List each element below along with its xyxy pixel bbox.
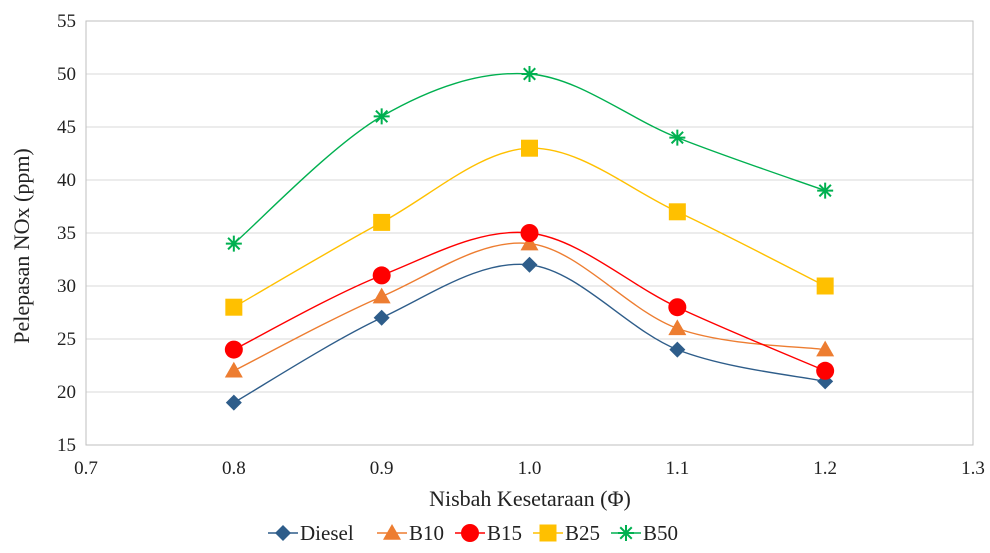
data-point-b50 xyxy=(521,66,538,82)
legend-label: B10 xyxy=(409,521,444,545)
data-point-b25 xyxy=(225,298,243,316)
legend: Diesel B10 B15 B25 B50 xyxy=(268,521,678,545)
plot-frame xyxy=(85,20,974,446)
x-tick-label: 1.3 xyxy=(961,458,985,479)
data-point-b15 xyxy=(224,340,243,359)
legend-label: Diesel xyxy=(300,521,354,545)
y-tick-label: 35 xyxy=(57,223,76,244)
y-tick-label: 15 xyxy=(57,435,76,456)
series-diesel xyxy=(225,256,834,411)
data-point-b10 xyxy=(816,340,835,357)
data-point-b15 xyxy=(372,266,391,285)
series-b50 xyxy=(225,66,834,252)
x-axis-title: Nisbah Kesetaraan (Φ) xyxy=(429,486,631,511)
y-tick-label: 55 xyxy=(57,11,76,32)
legend-marker-b15 xyxy=(461,524,479,542)
x-tick-label: 0.9 xyxy=(370,458,394,479)
legend-label: B25 xyxy=(565,521,600,545)
x-tick-label: 1.2 xyxy=(813,458,837,479)
legend-entry-b25: B25 xyxy=(533,521,600,545)
legend-label: B15 xyxy=(487,521,522,545)
data-point-b50 xyxy=(669,129,686,146)
data-point-b25 xyxy=(668,203,686,221)
tick-labels: 15 20 25 30 35 40 45 50 55 0.7 0.8 0.9 1.0 1.1 1.2 1.3 xyxy=(57,11,985,479)
legend-marker-b10 xyxy=(383,524,401,540)
x-tick-label: 1.1 xyxy=(665,458,689,479)
legend-entry-b50: B50 xyxy=(611,521,678,545)
y-axis-title: Pelepasan NOx (ppm) xyxy=(9,148,34,344)
series-b25 xyxy=(225,139,834,316)
legend-entry-b10: B10 xyxy=(377,521,444,545)
series-line-b50 xyxy=(233,72,826,245)
x-tick-label: 0.7 xyxy=(74,458,98,479)
data-point-diesel xyxy=(225,394,242,411)
legend-entry-diesel: Diesel xyxy=(268,521,354,545)
data-series xyxy=(224,66,835,411)
legend-marker-diesel xyxy=(275,525,291,541)
data-point-b50 xyxy=(817,182,834,199)
data-point-b15 xyxy=(816,361,835,380)
data-point-diesel xyxy=(373,309,390,326)
y-tick-label: 45 xyxy=(57,117,76,138)
data-point-diesel xyxy=(669,341,686,358)
data-point-b10 xyxy=(372,287,391,304)
data-point-b50 xyxy=(225,235,242,252)
legend-entry-b15: B15 xyxy=(455,521,522,545)
data-point-b25 xyxy=(521,139,538,157)
x-tick-label: 0.8 xyxy=(222,458,246,479)
legend-marker-b25 xyxy=(539,524,557,542)
data-point-b15 xyxy=(520,224,539,242)
data-point-b25 xyxy=(816,277,834,295)
data-point-diesel xyxy=(521,256,538,273)
axes xyxy=(85,20,974,446)
data-point-b10 xyxy=(520,234,539,251)
series-b10 xyxy=(224,234,835,378)
data-point-b50 xyxy=(373,108,390,125)
y-tick-label: 25 xyxy=(57,329,76,350)
data-point-b15 xyxy=(668,298,687,317)
data-point-b10 xyxy=(224,361,243,378)
data-point-b10 xyxy=(668,319,687,336)
y-tick-label: 20 xyxy=(57,382,76,403)
series-b15 xyxy=(224,224,835,380)
legend-marker-b50 xyxy=(618,525,634,541)
data-point-b25 xyxy=(373,213,391,231)
y-tick-label: 40 xyxy=(57,170,76,191)
x-tick-label: 1.0 xyxy=(518,458,542,479)
y-tick-label: 30 xyxy=(57,276,76,297)
legend-label: B50 xyxy=(643,521,678,545)
y-tick-label: 50 xyxy=(57,64,76,85)
